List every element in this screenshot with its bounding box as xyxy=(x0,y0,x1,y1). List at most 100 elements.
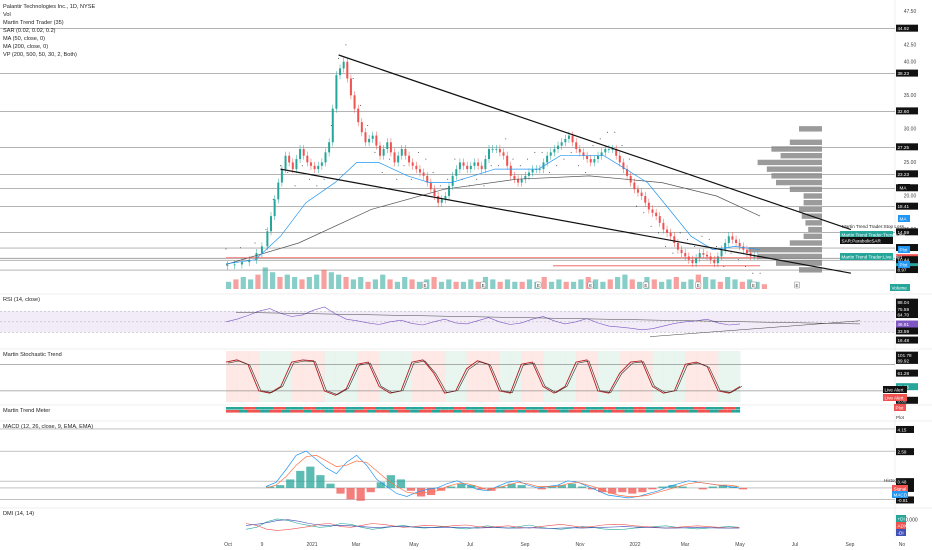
sar-dot-37 xyxy=(512,158,514,160)
sar-dot-13 xyxy=(338,57,340,59)
meter-row1-72 xyxy=(534,407,539,410)
macd-pane-title[interactable]: MACD (12, 26, close, 9, EMA, EMA) xyxy=(3,424,94,430)
candle-body-48-0 xyxy=(593,159,596,163)
meter-row2-26 xyxy=(337,410,342,413)
volume-bar-53 xyxy=(614,277,621,289)
meter-row2-62 xyxy=(491,410,496,413)
volume-bar-40 xyxy=(519,281,525,289)
trend-meter-pane-title[interactable]: Martin Trend Meter xyxy=(3,408,51,414)
stoch-bg-28 xyxy=(532,351,544,402)
meter-row1-27 xyxy=(341,407,347,410)
candle-body-70-0 xyxy=(753,256,756,258)
volume-bar-14 xyxy=(328,272,334,289)
stoch-d-line xyxy=(227,360,743,396)
macd-y-tick-0-bg xyxy=(896,425,914,433)
meter-row1-80 xyxy=(568,407,574,410)
earnings-marker-1 xyxy=(480,281,487,289)
meter-row2-1 xyxy=(230,410,235,413)
vp-bar-15 xyxy=(803,233,822,239)
sar-dot-36 xyxy=(505,138,507,140)
sar-dot-11 xyxy=(323,178,325,180)
meter-row2-111 xyxy=(701,410,706,413)
candle-body-56-0 xyxy=(651,209,654,213)
x-tick-1: 9 xyxy=(261,542,264,548)
meter-row2-113 xyxy=(710,410,715,413)
meter-row1-46 xyxy=(423,407,428,410)
rsi-pane-title[interactable]: RSI (14, close) xyxy=(3,297,40,303)
meter-row1-101 xyxy=(658,407,664,410)
indicator-legend-ma50[interactable]: MA (50, close, 0) xyxy=(3,36,45,42)
meter-row1-106 xyxy=(680,407,685,410)
meter-row2-18 xyxy=(303,410,308,413)
stoch-bg-25 xyxy=(499,351,511,402)
meter-row2-69 xyxy=(521,410,526,413)
meter-row2-20 xyxy=(311,410,317,413)
dmi-pane-title[interactable]: DMI (14, 14) xyxy=(3,511,35,517)
sar-dot-30 xyxy=(461,178,463,180)
volume-bar-66 xyxy=(710,279,716,289)
macd-hist-bar-10 xyxy=(366,487,375,493)
meter-row1-85 xyxy=(590,407,595,410)
sar-dot-67 xyxy=(730,252,732,254)
price-level-tag-0: 44.92 xyxy=(898,26,910,31)
indicator-legend-vol[interactable]: Vol xyxy=(3,12,11,18)
meter-row1-62 xyxy=(491,407,496,410)
sar-dot-18 xyxy=(374,151,376,153)
meter-row2-51 xyxy=(444,410,449,413)
macd-hist-bar-34 xyxy=(608,487,617,494)
meter-row2-118 xyxy=(731,410,736,413)
earnings-marker-label-1: E xyxy=(482,283,485,288)
meter-row2-93 xyxy=(624,410,629,413)
meter-row1-8 xyxy=(260,407,265,410)
sar-dot-60 xyxy=(679,232,681,234)
side-tag-ma-1: MA xyxy=(900,186,908,191)
earnings-marker-5 xyxy=(695,281,702,289)
candle-body-10-1 xyxy=(320,162,323,166)
candle-body-24-1 xyxy=(422,172,425,176)
meter-row1-20 xyxy=(311,407,317,410)
price-level-tag-11-bg xyxy=(896,256,918,264)
candle-body-56-1 xyxy=(655,212,658,217)
stoch-bg-13 xyxy=(368,351,380,402)
meter-row2-36 xyxy=(380,410,385,413)
stoch-pane-title[interactable]: Martin Stochastic Trend xyxy=(3,352,62,358)
stoch-bg-26 xyxy=(510,351,522,402)
earnings-marker-2 xyxy=(535,281,542,289)
indicator-legend-vp[interactable]: VP (200, 500, 50, 30, 2, Both) xyxy=(3,52,77,58)
meter-row1-23 xyxy=(324,407,329,410)
meter-row2-71 xyxy=(530,410,535,413)
meter-row1-91 xyxy=(615,407,621,410)
candle-body-19-0 xyxy=(382,149,385,156)
earnings-marker-4 xyxy=(642,281,649,289)
indicator-legend-ma200[interactable]: MA (200, close, 0) xyxy=(3,44,49,50)
stoch-y-tick-2-bg xyxy=(896,369,918,377)
candle-body-33-0 xyxy=(484,159,487,170)
indicator-legend-sar[interactable]: SAR (0.02, 0.02, 0.2) xyxy=(3,28,56,34)
meter-row1-70 xyxy=(525,407,531,410)
stoch-bg-45 xyxy=(718,351,730,402)
indicator-legend-trend-trader[interactable]: Martin Trend Trader (35) xyxy=(3,20,64,26)
stoch-bg-42 xyxy=(685,351,697,402)
sar-dot-65 xyxy=(716,245,717,247)
candle-body-1-0 xyxy=(240,262,243,265)
rsi-band xyxy=(0,311,895,333)
candle-body-21-1 xyxy=(400,149,403,156)
stoch-bg-14 xyxy=(379,351,391,402)
stoch-bg-30 xyxy=(554,351,566,402)
macd-hist-bar-2 xyxy=(286,479,295,488)
trend-meter-bars xyxy=(226,407,741,413)
volume-bar-51 xyxy=(600,281,606,289)
meter-row1-2 xyxy=(234,407,239,410)
candle-body-58-1 xyxy=(669,232,672,237)
meter-row2-81 xyxy=(572,410,578,413)
sar-dot-41 xyxy=(541,151,543,153)
candle-body-3-0 xyxy=(266,231,269,247)
candle-body-27-0 xyxy=(440,199,443,203)
meter-row1-93 xyxy=(624,407,629,410)
candle-body-32-1 xyxy=(480,165,483,170)
sar-dot-57 xyxy=(657,232,659,234)
meter-row1-38 xyxy=(388,407,394,410)
candle-body-45-1 xyxy=(575,142,578,149)
x-tick-4: May xyxy=(409,542,419,548)
meter-side-plot-1-bg xyxy=(894,404,906,411)
